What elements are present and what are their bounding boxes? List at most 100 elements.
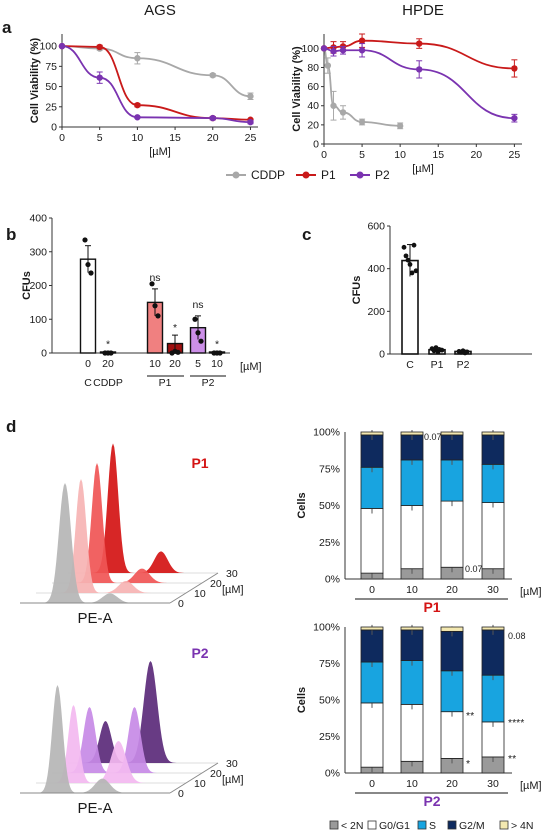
segment-s [360,661,384,704]
replicate-point [149,281,155,287]
data-point-p2 [134,114,141,121]
group-label: P1 [159,377,172,389]
annotation-label: 0.07 [424,432,442,442]
significance-label: **** [508,717,524,729]
legend-marker [302,171,310,179]
replicate-point [85,261,91,268]
y-axis-label: Cells [296,492,308,518]
data-point-cddp [134,55,141,62]
panel-c-cfu-chart: 0 200 400 600 CFUs C P1 P2 [351,221,532,371]
group-label: P2 [202,377,215,389]
replicate-point [401,244,407,250]
histogram-trace [52,463,202,583]
x-tick-label: 30 [487,778,499,790]
y-axis-label: CFUs [21,271,33,300]
y-tick-label: 75 [45,61,57,73]
segment-4n [400,431,424,436]
significance-label: * [106,338,110,350]
segment-4n [481,626,505,631]
segment-g2m [481,629,505,676]
annotation-label: 0.08 [508,631,526,641]
histogram-trace [36,705,186,783]
x-tick-label: 20 [470,149,482,161]
histogram-trace [68,443,218,573]
data-point-p2 [339,47,347,54]
legend-label-p2: P2 [375,168,390,182]
y-tick-label: 100 [29,314,47,326]
legend-marker [232,171,240,179]
segment-s [481,463,505,503]
y-axis-label: Cells [296,687,308,713]
panel-a-letter: a [2,18,12,37]
histogram-trace [52,707,202,773]
legend-swatch [417,820,427,830]
data-point-cddp [396,122,404,130]
significance-label: * [466,758,470,770]
legend-marker [356,171,364,179]
segment-g0g1 [481,721,505,758]
depth-tick-label: 20 [210,768,222,780]
replicate-point [411,242,417,248]
segment-g0g1 [360,508,384,574]
legend-swatch [447,820,457,830]
x-tick-label: 25 [245,132,257,144]
data-point-cddp [247,93,254,100]
data-point-cddp [358,118,366,126]
segment-4n [360,431,384,436]
y-tick-label: 60 [307,81,319,93]
data-point-p2 [247,118,254,126]
x-tick-label: 10 [394,149,406,161]
legend-swatch [499,820,509,830]
x-axis-label: PE-A [77,800,112,817]
x-tick-label: P2 [457,359,470,371]
y-tick-label: 50% [319,500,340,512]
legend-label-cddp: CDDP [251,168,285,182]
depth-tick-label: 10 [194,588,206,600]
unit-label: [µM] [520,586,542,598]
panel-d-letter: d [6,417,16,436]
x-tick-label: 10 [406,778,418,790]
y-axis-label: CFUs [351,276,363,305]
y-tick-label: 600 [367,221,385,233]
depth-tick-label: 0 [178,788,184,800]
segment-s [481,674,505,723]
y-tick-label: 100% [313,427,340,439]
x-tick-label: 5 [195,358,201,370]
x-tick-label: 0 [369,778,375,790]
y-tick-label: 400 [29,213,47,225]
y-tick-label: 25 [45,101,57,113]
legend-label: G2/M [459,820,485,832]
series-line-cddp [61,45,251,98]
legend-label: G0/G1 [379,820,410,832]
panel-c-letter: c [302,225,311,244]
y-tick-label: 0% [325,574,340,586]
y-axis-label: Cell Viability (%) [291,46,303,132]
y-tick-label: 100% [313,622,340,634]
significance-label: * [215,338,219,350]
y-tick-label: 0 [313,139,319,151]
replicate-point [88,270,94,276]
series-line-p1 [61,45,251,121]
replicate-point [464,349,470,355]
segment-s [360,466,384,509]
p1-flow-histogram: 0 10 20 30 [µM] PE-A P1 [20,443,244,627]
x-tick-label: 20 [446,584,458,596]
depth-axis-line [169,762,219,794]
significance-label: ns [192,299,203,311]
data-point-p1 [134,101,141,109]
x-tick-label: 20 [207,132,219,144]
significance-label: * [173,322,177,334]
x-tick-label: 20 [446,778,458,790]
legend-label: S [429,820,436,832]
x-tick-label: P1 [431,359,444,371]
segment-s [440,459,464,502]
histogram-trace [68,661,218,763]
segment-4n [481,431,505,436]
legend-swatch [367,820,377,830]
x-tick-label: 0 [59,132,65,144]
replicate-point [155,313,161,319]
ags-viability-chart: AGS 0 25 50 75 100 0 5 10 15 20 25 [µM] Cell Viabilit… [29,2,258,158]
data-point-cddp [339,109,347,116]
replicate-point [409,270,415,276]
